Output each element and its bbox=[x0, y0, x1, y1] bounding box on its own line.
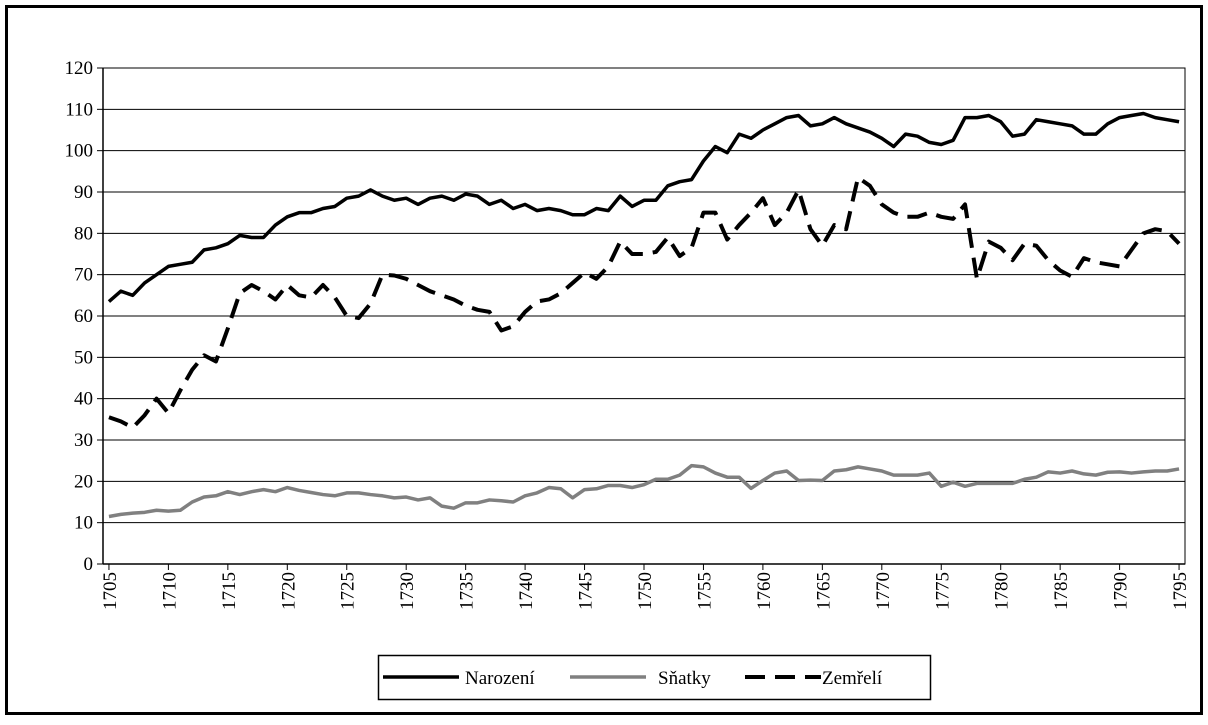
x-tick-label: 1720 bbox=[278, 572, 299, 610]
y-tick-label: 20 bbox=[74, 471, 93, 492]
y-tick-label: 110 bbox=[65, 99, 93, 120]
x-tick-label: 1740 bbox=[516, 572, 537, 610]
y-tick-label: 40 bbox=[74, 389, 93, 410]
x-tick-label: 1745 bbox=[576, 572, 597, 610]
x-tick-label: 1725 bbox=[338, 572, 359, 610]
x-tick-label: 1755 bbox=[694, 572, 715, 610]
y-tick-label: 120 bbox=[65, 58, 94, 79]
x-tick-label: 1785 bbox=[1051, 572, 1072, 610]
series-line bbox=[108, 463, 1180, 519]
y-tick-label: 30 bbox=[74, 430, 93, 451]
x-tick-label: 1730 bbox=[397, 572, 418, 610]
x-tick-label: 1705 bbox=[100, 572, 121, 610]
y-tick-label: 10 bbox=[74, 513, 93, 534]
y-tick-label: 90 bbox=[74, 182, 93, 203]
x-tick-label: 1795 bbox=[1170, 572, 1191, 610]
y-tick-label: 0 bbox=[84, 554, 94, 575]
x-tick-label: 1780 bbox=[992, 572, 1013, 610]
legend-label: Sňatky bbox=[658, 668, 711, 689]
y-tick-label: 60 bbox=[74, 306, 93, 327]
x-tick-label: 1760 bbox=[754, 572, 775, 610]
x-tick-label: 1750 bbox=[635, 572, 656, 610]
y-tick-label: 80 bbox=[74, 223, 93, 244]
y-tick-label: 100 bbox=[65, 141, 94, 162]
x-tick-label: 1770 bbox=[873, 572, 894, 610]
x-tick-label: 1765 bbox=[813, 572, 834, 610]
x-tick-label: 1710 bbox=[159, 572, 180, 610]
legend-label: Narození bbox=[465, 668, 535, 689]
x-tick-label: 1735 bbox=[457, 572, 478, 610]
y-tick-label: 50 bbox=[74, 347, 93, 368]
y-tick-label: 70 bbox=[74, 265, 93, 286]
x-tick-label: 1715 bbox=[219, 572, 240, 610]
series-line bbox=[107, 111, 1180, 303]
series-line bbox=[108, 175, 1181, 430]
x-tick-label: 1790 bbox=[1111, 572, 1132, 610]
x-tick-label: 1775 bbox=[932, 572, 953, 610]
legend-label: Zemřelí bbox=[822, 668, 883, 689]
legend: Narození Sňatky Zemřelí bbox=[377, 654, 932, 701]
legend-box bbox=[377, 654, 932, 701]
